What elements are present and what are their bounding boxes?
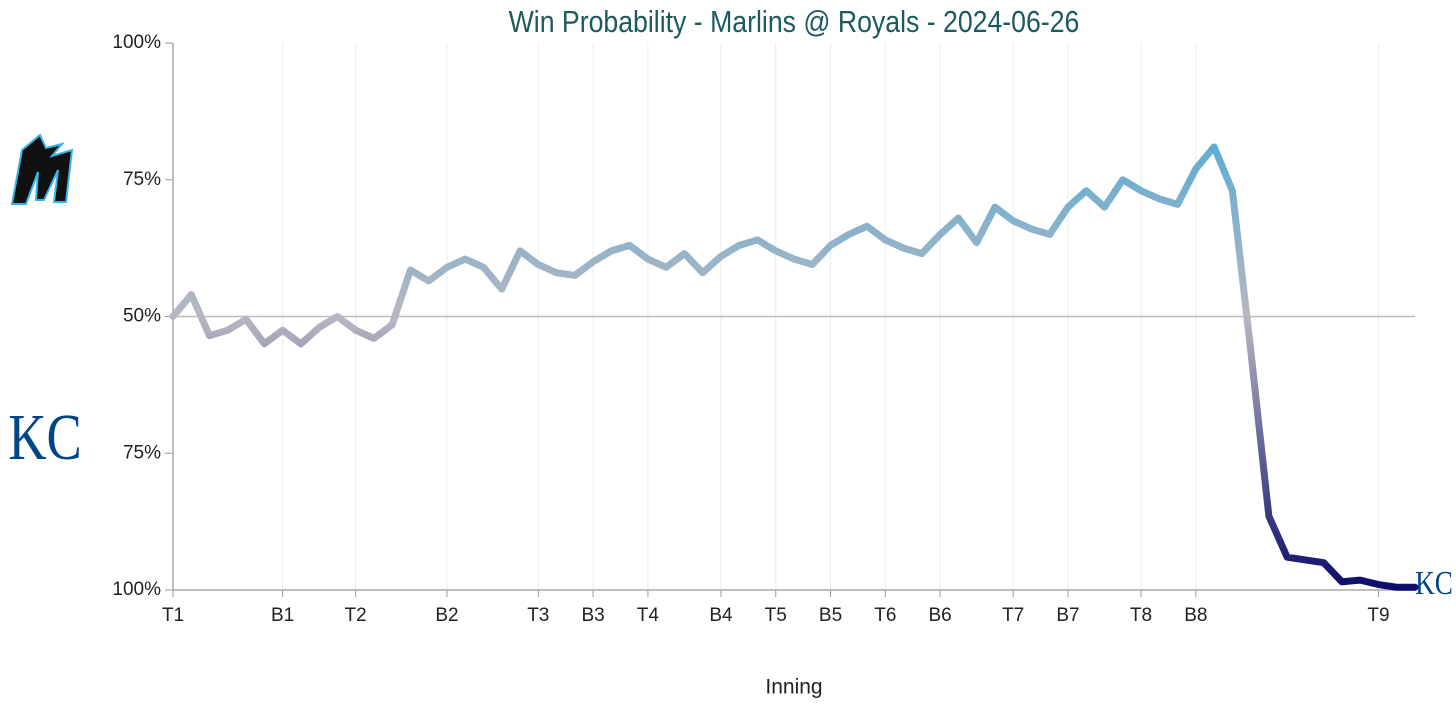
end-logo: KC xyxy=(1415,564,1453,602)
x-tick-label: T7 xyxy=(1002,605,1024,626)
y-tick-label: 50% xyxy=(123,306,161,327)
x-tick-label: T8 xyxy=(1130,605,1152,626)
x-tick-label: T9 xyxy=(1367,605,1389,626)
y-tick-label: 100% xyxy=(112,579,161,600)
x-tick-label: T4 xyxy=(637,605,660,626)
x-tick-label: B6 xyxy=(928,605,951,626)
x-tick-label: T5 xyxy=(765,605,787,626)
x-tick-label: B5 xyxy=(819,605,842,626)
win-probability-line xyxy=(169,143,1419,591)
y-tick-label: 100% xyxy=(112,32,161,53)
x-tick-label: T1 xyxy=(162,605,184,626)
x-tick-label: T6 xyxy=(874,605,896,626)
x-tick-label: T3 xyxy=(527,605,549,626)
away-logo: M xyxy=(10,133,74,205)
x-tick-label: B4 xyxy=(709,605,733,626)
x-axis-label: Inning xyxy=(765,676,822,699)
x-tick-label: B2 xyxy=(435,605,458,626)
x-tick-label: B1 xyxy=(271,605,294,626)
x-tick-label: B3 xyxy=(581,605,604,626)
x-tick-label: T2 xyxy=(345,605,367,626)
y-tick-label: 75% xyxy=(123,442,161,463)
x-tick-label: B8 xyxy=(1184,605,1207,626)
home-logo: KC xyxy=(8,401,81,474)
chart-title: Win Probability - Marlins @ Royals - 202… xyxy=(509,5,1080,39)
y-tick-label: 75% xyxy=(123,169,161,190)
x-tick-label: B7 xyxy=(1056,605,1079,626)
